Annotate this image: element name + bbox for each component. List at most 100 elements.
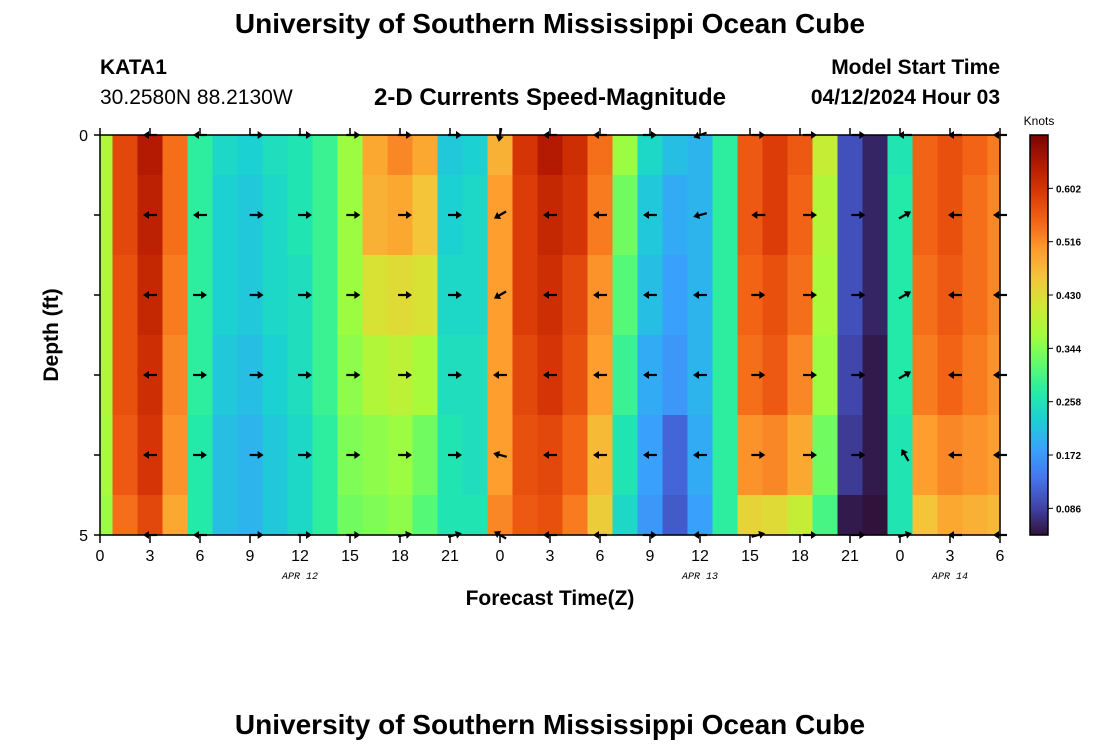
- current-arrow: [543, 211, 557, 219]
- heatmap-cell: [437, 495, 464, 536]
- heatmap-cell: [462, 335, 489, 416]
- heatmap-cell: [212, 175, 239, 256]
- current-arrow: [448, 371, 462, 379]
- heatmap-cell: [512, 255, 539, 336]
- heatmap-cell: [637, 495, 664, 536]
- heatmap-cell: [487, 495, 514, 536]
- heatmap-cell: [612, 335, 639, 416]
- heatmap-cell: [612, 415, 639, 496]
- heatmap-cell: [312, 255, 339, 336]
- heatmap-cell: [737, 135, 764, 176]
- x-tick-label: 6: [996, 548, 1005, 565]
- repeated-page-title: University of Southern Mississippi Ocean…: [234, 709, 866, 740]
- current-arrow: [643, 211, 657, 219]
- current-arrow: [803, 211, 817, 219]
- heatmap-cell: [912, 135, 939, 176]
- heatmap-cell: [262, 175, 289, 256]
- colorbar-tick-label: 0.258: [1056, 398, 1081, 409]
- x-tick-label: 21: [441, 548, 459, 565]
- current-arrow: [948, 371, 962, 379]
- heatmap-cell: [612, 135, 639, 176]
- heatmap-cell: [587, 135, 614, 176]
- current-arrow: [898, 371, 912, 380]
- current-arrow: [346, 371, 361, 379]
- current-arrow: [751, 451, 766, 459]
- heatmap-cell: [562, 495, 589, 536]
- heatmap-cell: [287, 495, 314, 536]
- heatmap-cell: [187, 495, 214, 536]
- heatmap-cell: [712, 495, 739, 536]
- heatmap-cell: [987, 135, 1001, 176]
- heatmap-cell: [112, 335, 139, 416]
- current-arrow: [398, 211, 412, 219]
- heatmap-cell: [687, 135, 714, 176]
- heatmap-cell: [112, 495, 139, 536]
- model-start-value: 04/12/2024 Hour 03: [810, 86, 1000, 109]
- heatmap-cell: [762, 175, 789, 256]
- heatmap-cell: [312, 135, 339, 176]
- x-tick-label: 21: [841, 548, 859, 565]
- x-tick-label: 0: [96, 548, 105, 565]
- current-arrow: [693, 211, 708, 220]
- heatmap-cell: [762, 335, 789, 416]
- current-arrow: [643, 451, 657, 459]
- heatmap-cell: [737, 495, 764, 536]
- current-arrow: [143, 291, 157, 299]
- heatmap-cell: [962, 415, 989, 496]
- colorbar-tick-label: 0.086: [1056, 504, 1081, 515]
- current-arrow: [346, 451, 361, 459]
- y-axis-title: Depth (ft): [40, 288, 63, 381]
- current-arrow: [493, 450, 508, 459]
- heatmap-cell: [562, 255, 589, 336]
- current-arrow: [948, 211, 962, 219]
- heatmap-cell: [787, 495, 814, 536]
- heatmap-cell: [312, 175, 339, 256]
- current-arrow: [593, 291, 607, 299]
- heatmap-cell: [100, 135, 114, 176]
- current-arrow: [298, 451, 312, 459]
- heatmap-cell: [312, 495, 339, 536]
- current-arrow: [898, 291, 912, 300]
- heatmap-cell: [537, 495, 564, 536]
- heatmap-cell: [912, 255, 939, 336]
- heatmap-cell: [812, 415, 839, 496]
- heatmap-cell: [562, 175, 589, 256]
- heatmap-cell: [937, 135, 964, 176]
- heatmap-cell: [162, 255, 189, 336]
- x-tick-label: 6: [596, 548, 605, 565]
- heatmap-cell: [962, 175, 989, 256]
- heatmap-cell: [337, 135, 364, 176]
- current-arrow: [193, 451, 207, 459]
- x-tick-label: 3: [546, 548, 555, 565]
- current-arrow: [448, 291, 462, 299]
- current-arrow: [193, 371, 207, 379]
- heatmap-cell: [612, 175, 639, 256]
- heatmap-cell: [887, 135, 914, 176]
- heatmap-cell: [562, 135, 589, 176]
- heatmap-cell: [362, 255, 389, 336]
- heatmap-cell: [162, 335, 189, 416]
- heatmap-cell: [387, 135, 414, 176]
- colorbar-tick-label: 0.344: [1056, 344, 1081, 355]
- heatmap-cell: [162, 135, 189, 176]
- heatmap-cell: [162, 415, 189, 496]
- heatmap-cell: [837, 495, 864, 536]
- current-arrow: [543, 451, 557, 459]
- heatmap-cell: [112, 415, 139, 496]
- heatmap-cell: [937, 495, 964, 536]
- heatmap-cell: [662, 495, 689, 536]
- heatmap-cell: [387, 495, 414, 536]
- heatmap-cell: [212, 135, 239, 176]
- heatmap-cell: [487, 135, 514, 176]
- current-arrow: [693, 371, 707, 379]
- current-arrow: [851, 291, 866, 299]
- heatmap-cell: [112, 255, 139, 336]
- heatmap-cell: [337, 495, 364, 536]
- heatmap-cell: [912, 175, 939, 256]
- station-name: KATA1: [100, 56, 167, 79]
- heatmap-cell: [412, 335, 439, 416]
- heatmap-cell: [912, 335, 939, 416]
- heatmap-cell: [962, 255, 989, 336]
- heatmap-cell: [587, 495, 614, 536]
- heatmap-cell: [762, 415, 789, 496]
